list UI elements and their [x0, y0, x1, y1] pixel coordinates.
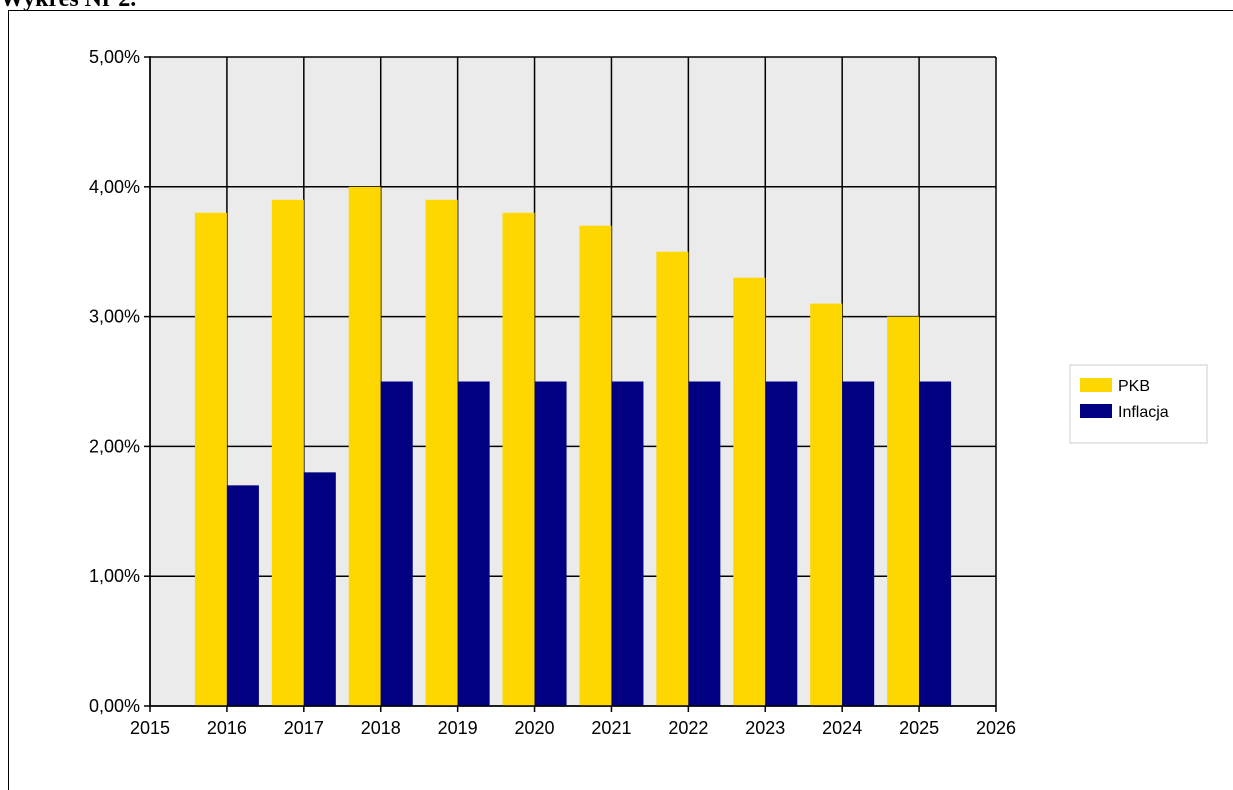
y-tick-label: 4,00% [89, 177, 140, 197]
bar-pkb-2019 [425, 199, 458, 706]
x-tick-label: 2015 [130, 718, 170, 738]
legend-label-pkb: PKB [1118, 378, 1150, 395]
bar-pkb-2017 [271, 199, 304, 706]
y-axis-ticks: 0,00% 1,00% 2,00% 3,00% 4,00% 5,00% [89, 47, 150, 716]
bars [194, 186, 952, 707]
x-tick-label: 2021 [591, 718, 631, 738]
legend-label-inflacja: Inflacja [1118, 404, 1169, 421]
y-tick-label: 2,00% [89, 436, 140, 456]
bar-pkb-2021 [579, 225, 612, 707]
bar-inflacja-2020 [534, 381, 567, 706]
bar-inflacja-2019 [457, 381, 490, 706]
x-tick-label: 2025 [899, 718, 939, 738]
bar-pkb-2022 [656, 251, 689, 706]
x-tick-label: 2017 [284, 718, 324, 738]
legend-swatch-inflacja [1080, 404, 1112, 418]
x-tick-label: 2023 [745, 718, 785, 738]
legend: PKB Inflacja [1069, 364, 1208, 444]
axes [149, 56, 996, 707]
bar-pkb-2023 [733, 277, 766, 706]
x-tick-label: 2016 [207, 718, 247, 738]
x-tick-label: 2018 [361, 718, 401, 738]
bar-inflacja-2025 [919, 381, 952, 706]
bar-pkb-2024 [810, 303, 843, 706]
bar-inflacja-2024 [842, 381, 875, 706]
bar-inflacja-2016 [226, 485, 259, 706]
bar-inflacja-2017 [303, 472, 336, 706]
y-tick-label: 3,00% [89, 307, 140, 327]
x-tick-label: 2022 [668, 718, 708, 738]
chart-heading: Wykres Nr 2. [0, 0, 136, 13]
x-tick-label: 2020 [515, 718, 555, 738]
y-tick-label: 0,00% [89, 696, 140, 716]
legend-swatch-pkb [1080, 378, 1112, 392]
x-axis-ticks: 2015 2016 2017 2018 2019 2020 2021 2022 2023 2024… [130, 706, 1016, 738]
chart-frame [8, 10, 1233, 790]
x-tick-label: 2024 [822, 718, 862, 738]
bar-inflacja-2023 [765, 381, 798, 706]
bar-pkb-2025 [887, 316, 920, 706]
y-tick-label: 5,00% [89, 47, 140, 67]
y-tick-label: 1,00% [89, 566, 140, 586]
x-tick-label: 2026 [976, 718, 1016, 738]
bar-pkb-2020 [502, 212, 535, 706]
bar-inflacja-2021 [611, 381, 644, 706]
x-tick-label: 2019 [438, 718, 478, 738]
bar-pkb-2018 [348, 186, 381, 707]
bar-pkb-2016 [194, 212, 227, 706]
bar-inflacja-2022 [688, 381, 721, 706]
bar-inflacja-2018 [380, 381, 413, 706]
